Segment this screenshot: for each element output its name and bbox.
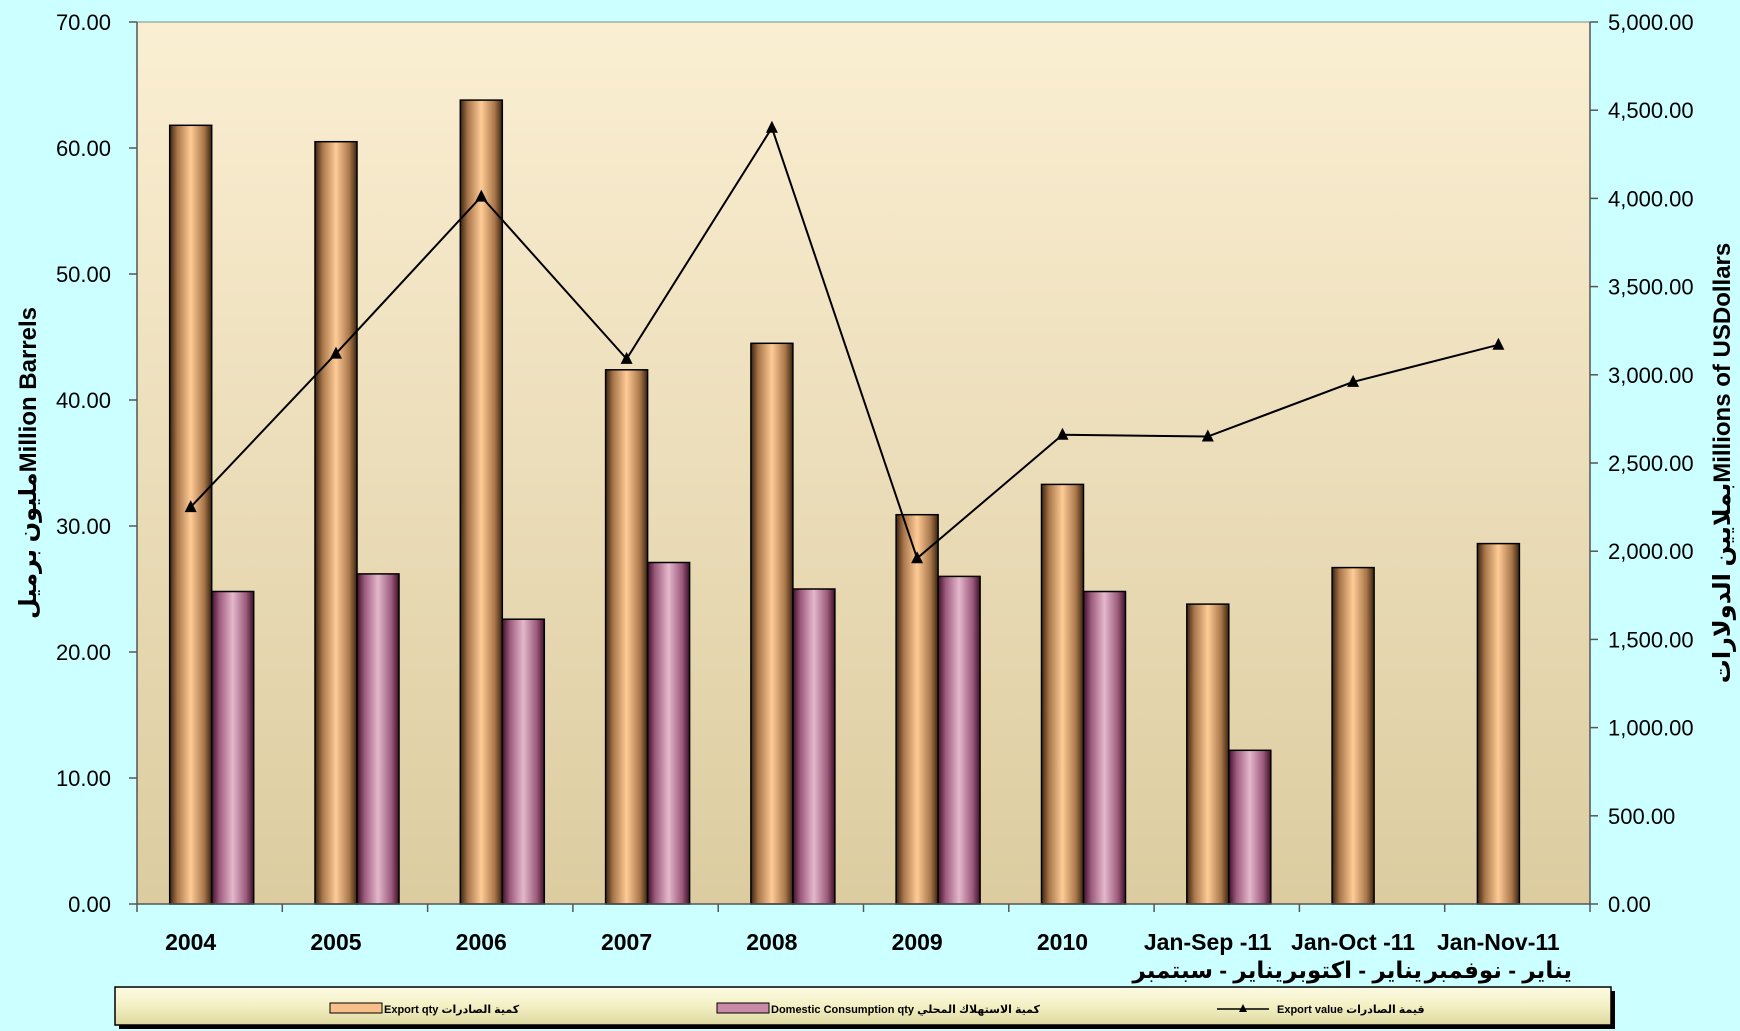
right-tick-label: 4,500.00 (1608, 98, 1694, 123)
right-tick-label: 2,500.00 (1608, 451, 1694, 476)
left-tick-label: 10.00 (56, 766, 111, 791)
x-tick-label: 2009 (892, 929, 943, 955)
right-tick-label: 0.00 (1608, 892, 1651, 917)
legend-label: Export qty كمية الصادرات (384, 1004, 520, 1016)
right-tick-label: 3,500.00 (1608, 275, 1694, 300)
bar-series1-cat6 (1082, 590, 1127, 905)
line-point-cat6 (1056, 427, 1069, 440)
legend-swatch (329, 1002, 383, 1014)
bar-series1-cat0 (210, 590, 255, 905)
x-tick-label-ar: يناير - نوفمبر (1424, 957, 1572, 984)
bar-series1-cat3 (646, 561, 691, 905)
bar-series1-cat2 (501, 618, 546, 905)
right-tick-label: 2,000.00 (1608, 539, 1694, 564)
left-axis-title: مليون برميلMillion Barrels (15, 307, 42, 619)
right-tick-label: 5,000.00 (1608, 10, 1694, 35)
right-tick-label: 500.00 (1608, 804, 1675, 829)
bar-series0-cat6 (1040, 483, 1085, 905)
line-point-cat4 (765, 120, 778, 133)
x-tick-label: 2006 (456, 929, 507, 955)
line-point-cat3 (620, 351, 633, 364)
x-tick-label: Jan-Nov-11 (1437, 929, 1560, 955)
bar-series0-cat8 (1331, 566, 1375, 905)
left-tick-label: 40.00 (56, 388, 111, 413)
line-point-cat7 (1201, 429, 1214, 442)
bar-series1-cat1 (356, 573, 400, 905)
x-tick-label: 2008 (746, 929, 797, 955)
right-tick-label: 1,500.00 (1608, 627, 1694, 652)
x-tick-label: Jan-Oct -11 (1291, 929, 1415, 955)
export-value-line (184, 120, 1505, 564)
bar-series1-cat5 (937, 575, 981, 905)
left-tick-label: 60.00 (56, 136, 111, 161)
line-point-cat2 (475, 189, 488, 202)
bar-series0-cat2 (459, 99, 504, 905)
x-tick-label: 2010 (1037, 929, 1088, 955)
left-tick-label: 0.00 (68, 892, 111, 917)
legend-label: Export value قيمة الصادرات (1277, 1004, 1425, 1016)
left-tick-label: 30.00 (56, 514, 111, 539)
line-point-cat9 (1492, 337, 1505, 350)
x-tick-label-ar: يناير - اكتوبر (1283, 957, 1422, 984)
bar-series0-cat5 (895, 513, 939, 905)
bar-series0-cat4 (750, 342, 794, 905)
x-tick-label-ar: يناير - سبتمبر (1131, 957, 1283, 984)
right-tick-label: 1,000.00 (1608, 716, 1694, 741)
x-tick-label: Jan-Sep -11 (1144, 929, 1272, 955)
legend-swatch (716, 1002, 770, 1014)
bar-series1-cat4 (792, 588, 836, 905)
bar-series0-cat3 (604, 369, 649, 905)
bar-series0-cat9 (1476, 542, 1521, 905)
axis-labels: 0.00 10.00 20.00 30.00 40.00 50.00 60.00 70.00 0… (15, 10, 1736, 984)
bars (168, 99, 1521, 905)
axes (129, 21, 1598, 912)
bar-series1-cat7 (1228, 749, 1272, 905)
right-tick-label: 3,000.00 (1608, 363, 1694, 388)
line-point-cat8 (1347, 374, 1360, 387)
bar-series0-cat7 (1186, 603, 1230, 905)
left-tick-label: 50.00 (56, 262, 111, 287)
legend-label: Domestic Consumption qty كمية الاستهلاك … (771, 1004, 1040, 1016)
x-tick-label: 2005 (310, 929, 361, 955)
right-axis-title: بملايين الدولاراتMillions of USDollars (1709, 243, 1736, 683)
left-tick-label: 70.00 (56, 10, 111, 35)
legend: Export qty كمية الصادرات Domestic Consump… (114, 986, 1615, 1029)
bar-series0-cat1 (314, 140, 358, 905)
line-series2 (189, 125, 1499, 561)
legend-swatch-marker (1239, 1004, 1247, 1012)
x-tick-label: 2004 (165, 929, 216, 955)
x-tick-label: 2007 (601, 929, 652, 955)
line-point-cat1 (330, 346, 342, 359)
right-tick-label: 4,000.00 (1608, 186, 1694, 211)
bar-series0-cat0 (168, 124, 213, 905)
left-tick-label: 20.00 (56, 640, 111, 665)
line-point-cat0 (184, 500, 197, 513)
line-point-cat5 (911, 551, 924, 564)
